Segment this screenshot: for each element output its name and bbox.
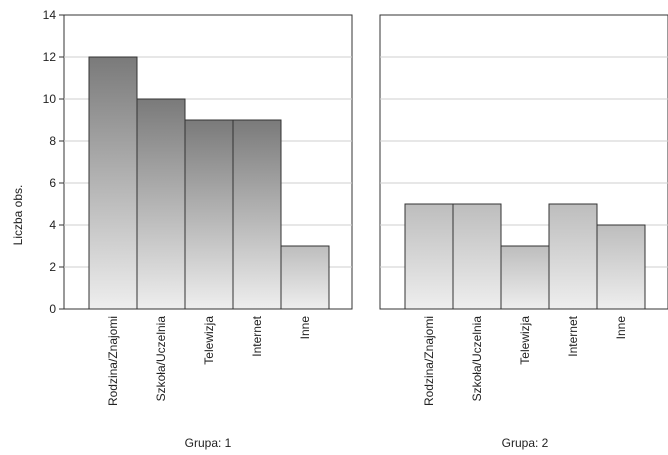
category-label: Szkoła/Uczelnia <box>154 316 168 402</box>
panel-grupa-1: 0 2 4 6 8 10 12 14 Rodzina/Znajomi Szkoła/Uczeln… <box>43 8 353 450</box>
bar <box>136 98 186 310</box>
category-labels: Rodzina/Znajomi Szkoła/Uczelnia Telewizja I… <box>106 315 312 406</box>
y-tick-label: 14 <box>43 8 57 22</box>
bar <box>452 203 502 310</box>
category-label: Inne <box>614 316 628 340</box>
bar <box>500 245 550 310</box>
y-tick-label: 2 <box>49 260 56 274</box>
category-labels: Rodzina/Znajomi Szkoła/Uczelnia Telewizja I… <box>422 315 628 406</box>
bar <box>548 203 598 310</box>
bar <box>88 56 138 310</box>
y-tick-label: 10 <box>43 92 57 106</box>
y-tick-label: 6 <box>49 176 56 190</box>
category-label: Szkoła/Uczelnia <box>470 316 484 402</box>
bar <box>232 119 282 310</box>
category-label: Rodzina/Znajomi <box>422 316 436 406</box>
y-ticks: 0 2 4 6 8 10 12 14 <box>43 8 64 316</box>
category-label: Internet <box>566 315 580 356</box>
y-tick-label: 8 <box>49 134 56 148</box>
panel-grupa-2: Rodzina/Znajomi Szkoła/Uczelnia Telewizja I… <box>379 14 668 450</box>
bar <box>184 119 234 310</box>
y-tick-label: 4 <box>49 218 56 232</box>
y-tick-label: 0 <box>49 302 56 316</box>
category-label: Rodzina/Znajomi <box>106 316 120 406</box>
category-label: Telewizja <box>202 316 216 365</box>
panel-label: Grupa: 1 <box>185 436 232 450</box>
bars <box>88 56 330 310</box>
category-label: Internet <box>250 315 264 356</box>
category-label: Inne <box>298 316 312 340</box>
y-tick-label: 12 <box>43 50 57 64</box>
bar <box>596 224 646 310</box>
bar <box>280 245 330 310</box>
category-label: Telewizja <box>518 316 532 365</box>
y-axis-label: Liczba obs. <box>11 185 25 246</box>
bars <box>404 203 646 310</box>
bar <box>404 203 454 310</box>
panel-label: Grupa: 2 <box>502 436 549 450</box>
